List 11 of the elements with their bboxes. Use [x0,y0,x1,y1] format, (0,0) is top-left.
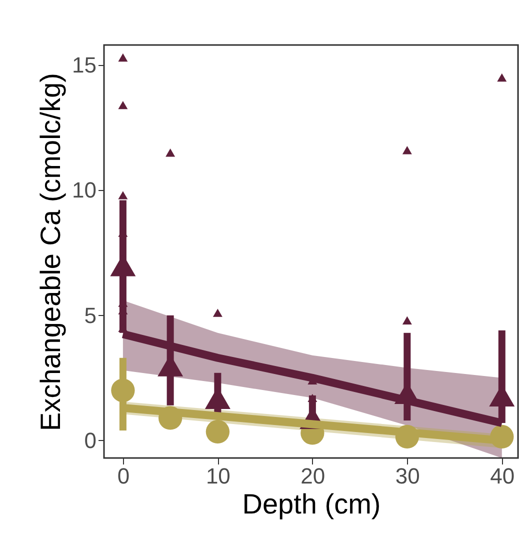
x-tick-label: 20 [300,464,326,488]
x-axis-title: Depth (cm) [242,488,381,520]
y-axis-title: Exchangeable Ca (cmolc/kg) [35,73,66,431]
x-tick-label: 40 [490,464,515,488]
x-tick-label: 10 [206,464,230,488]
x-tick-label: 30 [395,464,420,488]
x-tick-label: 0 [117,464,130,488]
y-tick-label: 5 [84,302,96,328]
y-tick-label: 15 [72,52,96,78]
y-tick-label: 10 [72,178,96,203]
y-tick-label: 0 [84,428,96,453]
